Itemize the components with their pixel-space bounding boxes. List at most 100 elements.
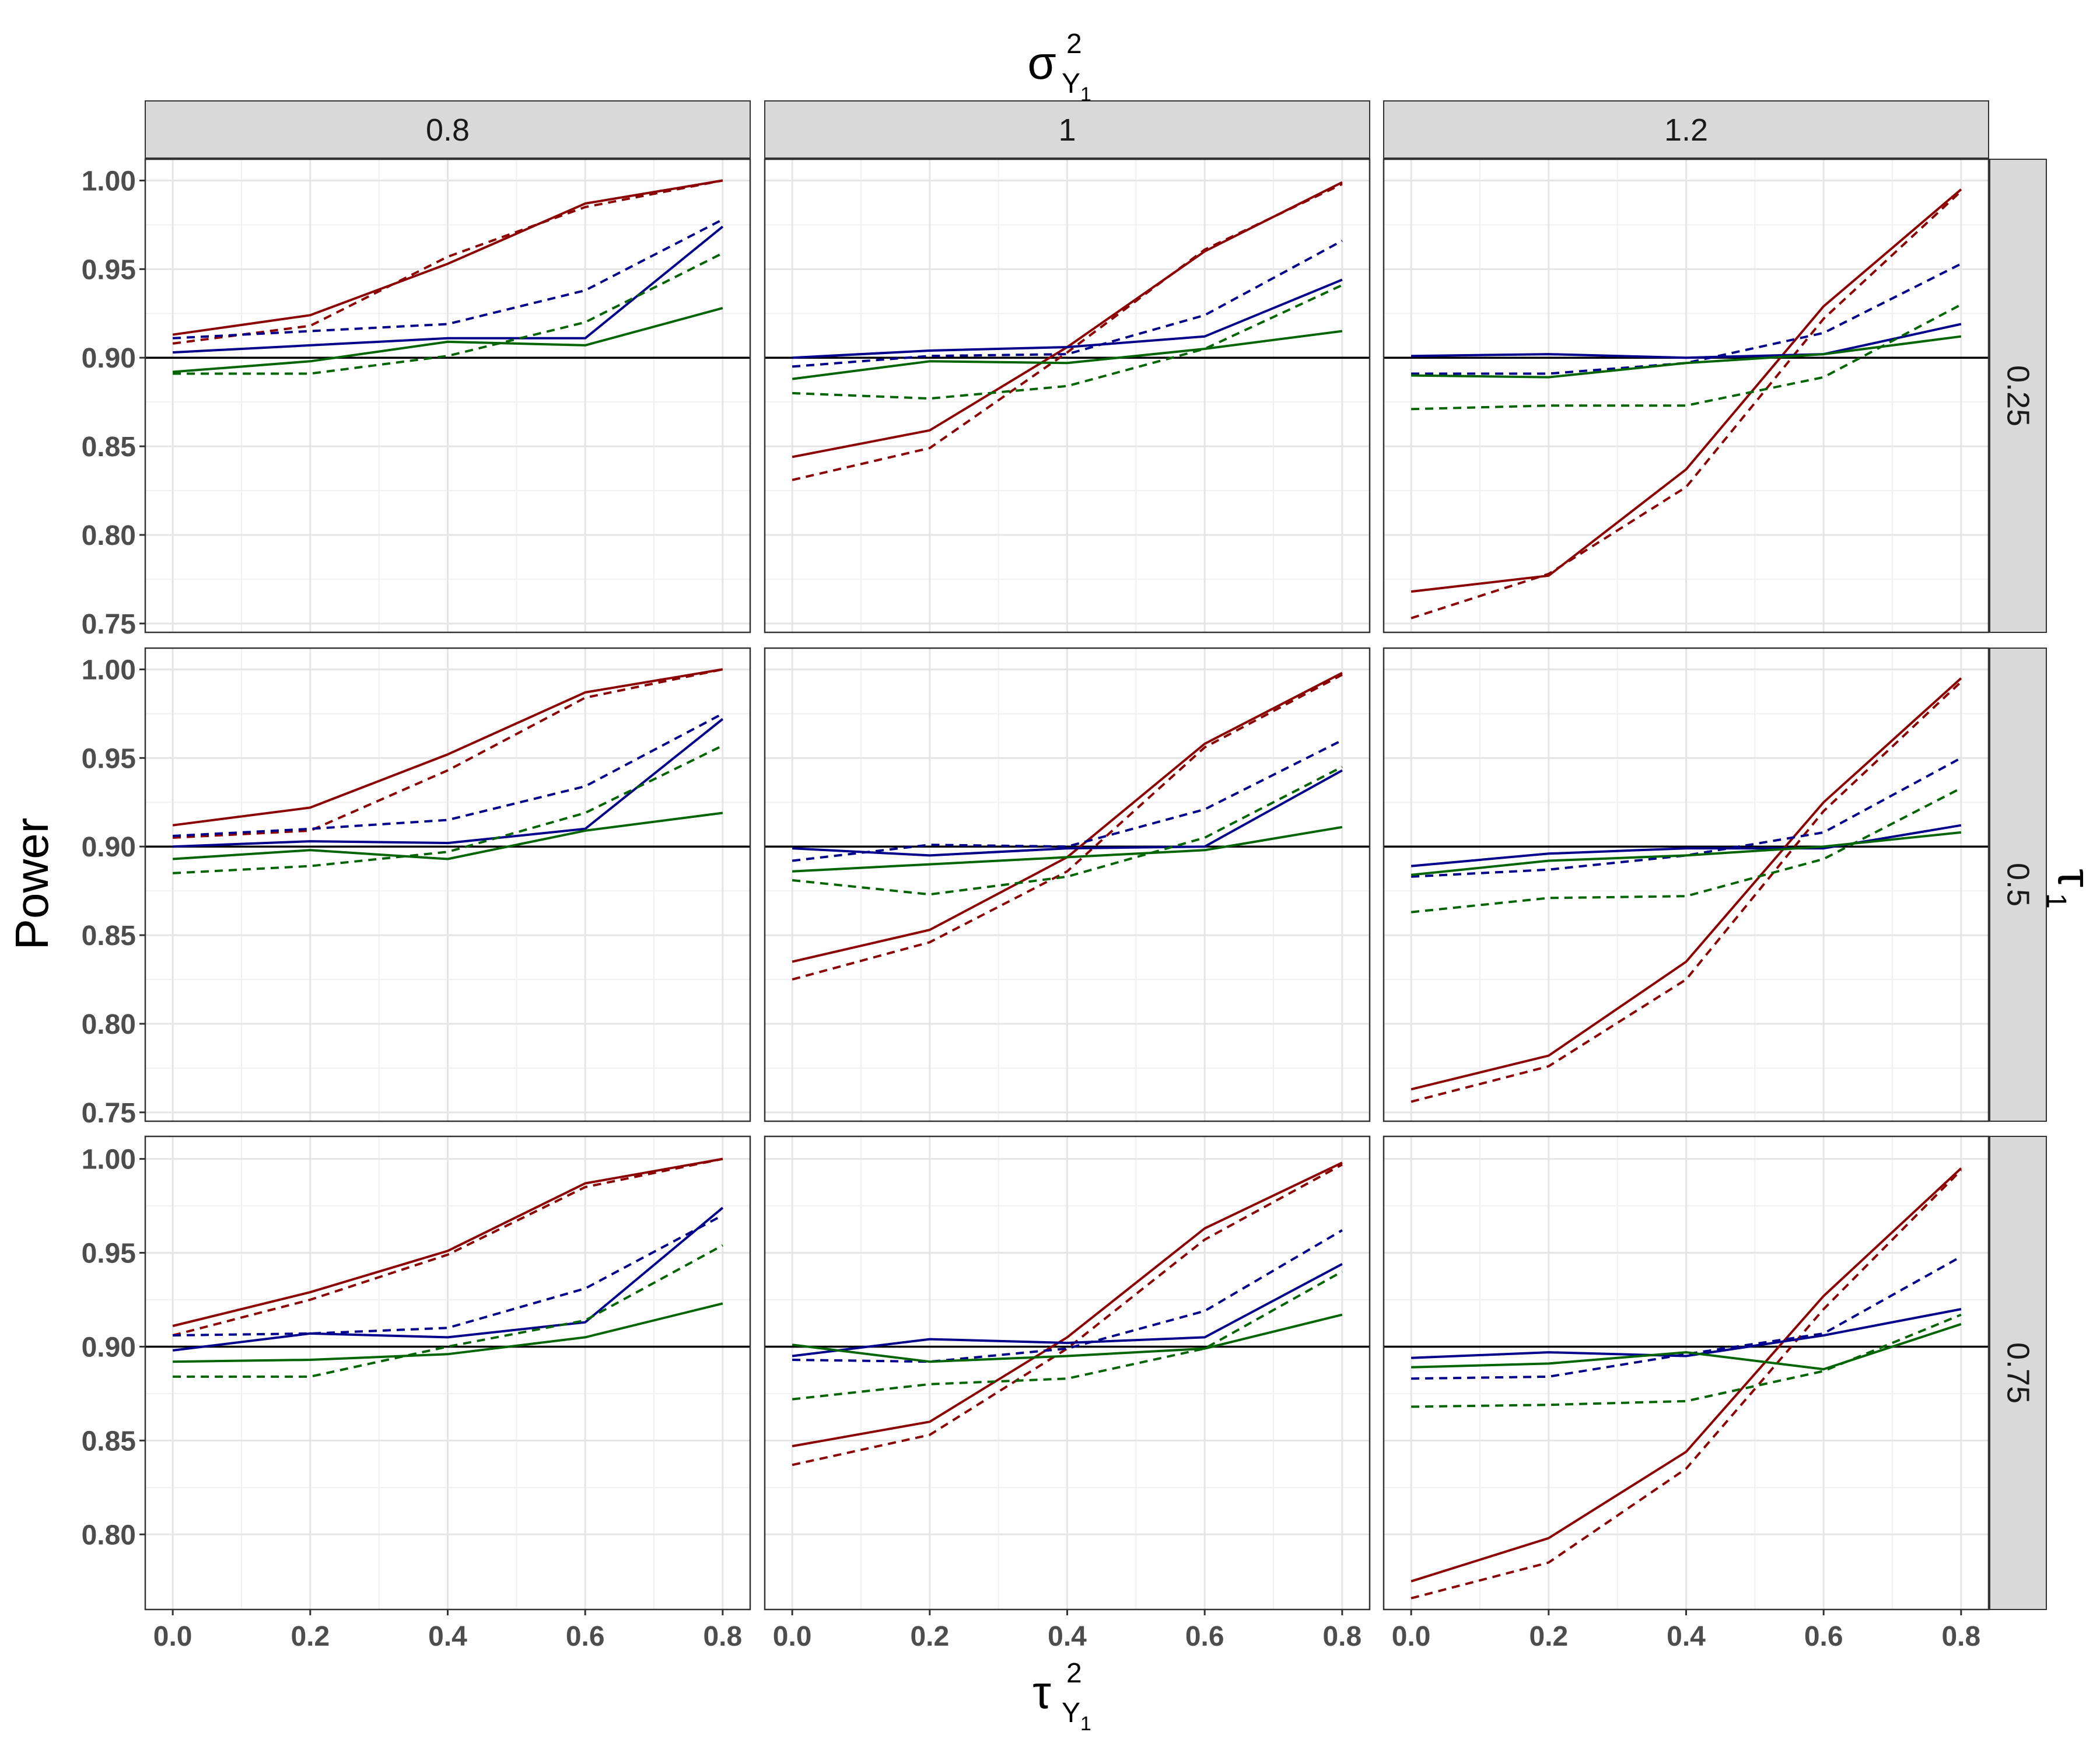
x-tick-label: 0.0	[1392, 1621, 1431, 1652]
series-line-5	[1411, 303, 1962, 411]
x-tick-label: 0.0	[773, 1621, 812, 1652]
series-line-3	[792, 739, 1343, 862]
series-line-1	[172, 668, 723, 839]
x-tick-label: 0.2	[290, 1621, 330, 1652]
x-axis-title-subscript: Y	[1062, 1698, 1080, 1728]
x-tick-label: 0.6	[1185, 1621, 1224, 1652]
series-line-0	[172, 1157, 723, 1327]
series-line-2	[1411, 323, 1962, 359]
series-line-4	[1411, 1322, 1962, 1371]
series-line-2	[173, 718, 724, 848]
row-strip-0	[1989, 159, 2047, 633]
col-facet-title-base: σ	[1027, 37, 1056, 89]
panel-r1-c1	[764, 647, 1371, 1122]
series-line-3	[173, 1214, 723, 1337]
y-tick-label: 0.90	[82, 1332, 136, 1363]
y-tick-label: 1.00	[82, 655, 136, 685]
x-tick-label: 0.8	[703, 1621, 742, 1652]
panel-r1-c2	[1382, 647, 1990, 1122]
col-strip-label-0: 0.8	[426, 113, 470, 148]
y-tick-label: 1.00	[82, 1145, 136, 1175]
x-tick-label: 0.4	[428, 1621, 467, 1652]
y-tick-label: 0.80	[82, 1009, 136, 1040]
x-tick-label: 0.0	[153, 1621, 192, 1652]
panel-border	[764, 158, 1371, 634]
row-strip-label-0: 0.25	[2001, 365, 2036, 426]
series-line-2	[172, 1206, 724, 1352]
y-tick-label: 0.95	[82, 743, 136, 774]
col-strip-label-1: 1	[1058, 113, 1076, 148]
y-axis-title: Power	[6, 818, 58, 950]
series-line-5	[1411, 1313, 1962, 1408]
x-tick-label: 0.4	[1048, 1621, 1087, 1652]
panel-r0-c0	[144, 158, 751, 634]
series-line-4	[173, 1302, 723, 1363]
panel-r2-c2	[1382, 1135, 1990, 1611]
col-strip-0	[145, 100, 751, 159]
x-tick-label: 0.8	[1941, 1621, 1980, 1652]
y-tick-label: 0.80	[82, 1520, 136, 1551]
series-line-2	[1411, 1308, 1962, 1359]
series-line-0	[1410, 677, 1962, 1091]
panel-r1-c0	[144, 647, 751, 1122]
y-tick-label: 0.95	[82, 254, 136, 285]
row-facet-title: τ1	[2041, 869, 2100, 909]
series-line-2	[792, 278, 1343, 359]
series-line-2	[172, 225, 724, 354]
y-tick-label: 0.85	[82, 432, 136, 463]
panel-border	[1382, 647, 1990, 1122]
series-line-4	[172, 307, 723, 373]
row-strip-2	[1989, 1136, 2047, 1610]
col-facet-title-superscript: 2	[1066, 29, 1082, 60]
x-axis-title-subsubscript: 1	[1080, 1713, 1091, 1735]
series-line-2	[1410, 824, 1962, 867]
series-line-4	[792, 825, 1343, 873]
series-line-3	[792, 1229, 1343, 1363]
y-tick-label: 0.90	[82, 343, 136, 374]
col-strip-2	[1383, 100, 1989, 159]
series-line-5	[792, 284, 1343, 400]
series-line-1	[172, 1157, 723, 1337]
series-line-5	[792, 765, 1343, 896]
series-line-3	[172, 712, 723, 837]
series-line-5	[173, 252, 723, 375]
series-line-4	[792, 1313, 1343, 1363]
y-tick-label: 0.95	[82, 1238, 136, 1269]
x-axis-title-superscript: 2	[1066, 1658, 1082, 1689]
series-line-5	[792, 1270, 1343, 1401]
col-strip-1	[764, 100, 1370, 159]
series-line-0	[1410, 1167, 1962, 1583]
panel-r0-c1	[764, 158, 1371, 634]
x-tick-label: 0.8	[1322, 1621, 1362, 1652]
series-line-2	[792, 769, 1343, 857]
col-strip-label-2: 1.2	[1664, 113, 1708, 148]
y-tick-label: 0.85	[82, 921, 136, 951]
series-line-3	[1410, 757, 1962, 878]
series-line-5	[172, 744, 723, 874]
series-line-1	[792, 673, 1343, 981]
series-line-5	[173, 1244, 723, 1378]
series-line-4	[1411, 335, 1962, 379]
series-line-0	[1410, 188, 1962, 593]
col-facet-title-subsubscript: 1	[1080, 83, 1091, 106]
series-line-4	[1410, 831, 1962, 876]
series-line-3	[1411, 1255, 1962, 1380]
panel-border	[144, 158, 751, 634]
x-tick-label: 0.4	[1667, 1621, 1706, 1652]
series-line-3	[792, 239, 1343, 368]
x-tick-label: 0.6	[566, 1621, 605, 1652]
row-facet-title-base: τ	[2049, 869, 2100, 887]
x-axis-title: τ 2 Y 1	[1032, 1658, 1091, 1735]
y-tick-label: 0.90	[82, 832, 136, 863]
row-strip-label-2: 0.75	[2001, 1342, 2036, 1404]
x-tick-label: 0.2	[1529, 1621, 1568, 1652]
panel-r0-c2	[1382, 158, 1990, 634]
series-line-0	[172, 668, 723, 827]
row-strip-1	[1989, 648, 2047, 1122]
series-line-3	[172, 218, 723, 340]
row-strip-label-1: 0.5	[2001, 863, 2036, 907]
col-facet-title-subscript: Y	[1062, 68, 1080, 99]
y-tick-label: 0.80	[82, 520, 136, 551]
x-tick-label: 0.6	[1804, 1621, 1843, 1652]
panel-border	[764, 647, 1371, 1122]
